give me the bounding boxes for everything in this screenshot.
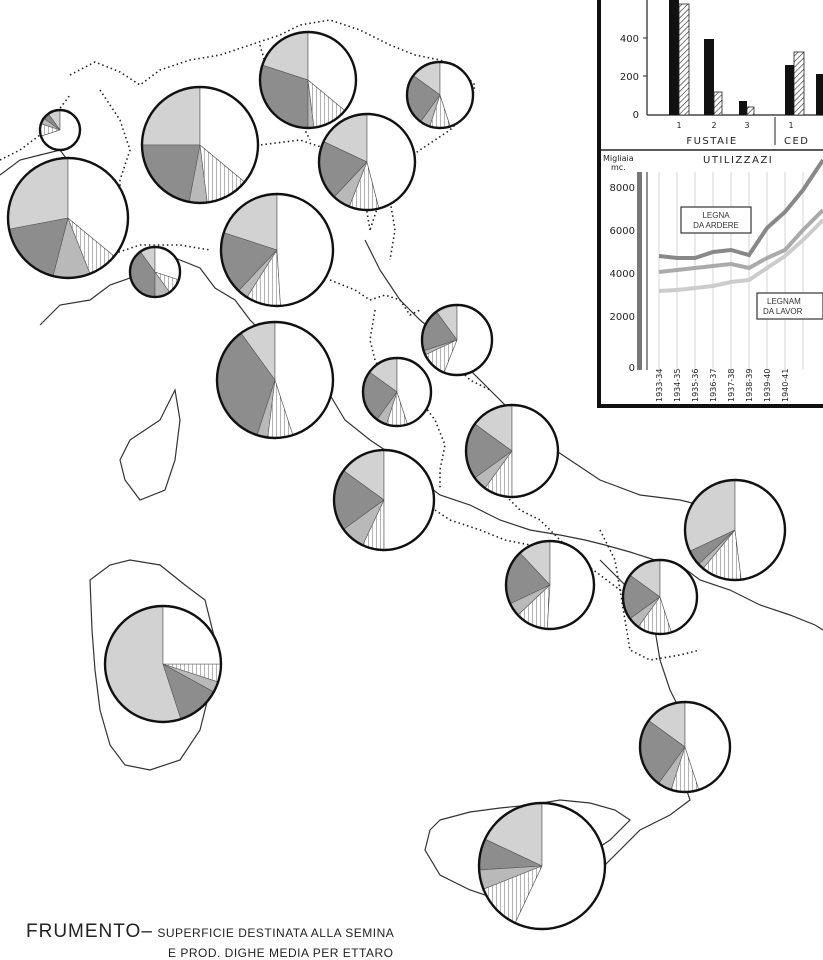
- bar-1-hatch: [678, 3, 690, 116]
- pie-calabria: [638, 700, 732, 794]
- bar-cat-1b: 1: [788, 121, 793, 130]
- label-da-ardere: DA ARDERE: [693, 221, 739, 230]
- line-tick-2000: 2000: [610, 312, 635, 323]
- line-lavoro-b: [658, 218, 823, 293]
- pie-friuli: [405, 60, 475, 130]
- pie-outline: [638, 700, 732, 794]
- line-chart-title: UTILIZZAZI: [703, 155, 773, 166]
- pie-slice: [276, 193, 334, 307]
- bar-tick-0: 0: [633, 110, 639, 121]
- year-label: 1940-41: [781, 369, 790, 402]
- line-tick-6000: 6000: [610, 226, 635, 237]
- pie-outline: [477, 801, 607, 931]
- bar-chart: 400 200 0 1 2 3 1 FUSTAIE CED: [601, 0, 823, 151]
- line-lavoro-a: [658, 208, 823, 274]
- pie-outline: [128, 245, 182, 299]
- map-caption: FRUMENTO– SUPERFICIE DESTINATA ALLA SEMI…: [26, 921, 394, 943]
- line-tick-4000: 4000: [610, 269, 635, 280]
- bar-3-hatch: [746, 106, 755, 116]
- label-da-lavoro: DA LAVOR: [763, 307, 803, 316]
- pie-slice: [511, 404, 559, 498]
- pie-outline: [504, 539, 596, 631]
- pie-outline: [405, 60, 475, 130]
- group-fustaie: FUSTAIE: [686, 136, 737, 147]
- line-tick-8000: 8000: [610, 183, 635, 194]
- pie-outline: [38, 108, 82, 152]
- pie-outline: [103, 604, 223, 724]
- group-cedui: CED: [784, 136, 810, 147]
- pie-slice: [383, 449, 435, 551]
- pie-outline: [361, 356, 433, 428]
- bar-2-hatch: [713, 91, 723, 116]
- year-label: 1935-36: [691, 369, 700, 402]
- bar-4-black: [785, 65, 794, 115]
- pie-outline: [6, 156, 130, 280]
- pie-slice: [734, 479, 786, 580]
- pie-lombardia: [140, 85, 260, 205]
- pie-piemonte: [6, 156, 130, 280]
- bar-cat-2: 2: [711, 121, 716, 130]
- caption-line2: E PROD. DIGHE MEDIA PER ETTARO: [168, 946, 394, 960]
- pie-puglia: [683, 478, 787, 582]
- pie-sardegna: [103, 604, 223, 724]
- unit-migliaia: Migliaia: [603, 154, 634, 163]
- year-label: 1933-34: [655, 369, 664, 402]
- pie-outline: [420, 303, 494, 377]
- pie-abruzzo: [464, 403, 560, 499]
- bar-4-hatch: [793, 51, 805, 116]
- year-label: 1934-35: [673, 369, 682, 402]
- pie-liguria: [128, 245, 182, 299]
- pie-toscana: [215, 320, 335, 440]
- line-tick-0: 0: [629, 363, 635, 374]
- pie-outline: [258, 30, 358, 130]
- line-ardere: [658, 158, 823, 260]
- year-label: 1939-40: [763, 369, 772, 402]
- pie-trentino: [258, 30, 358, 130]
- pie-outline: [332, 448, 436, 552]
- label-legna: LEGNA: [702, 211, 730, 220]
- line-chart: Migliaia mc. UTILIZZAZI 8000 6000 4000 2…: [603, 154, 823, 402]
- pie-veneto: [317, 112, 417, 212]
- pie-sicilia: [477, 801, 607, 931]
- bar-1-black: [669, 0, 679, 115]
- pie-outline: [621, 558, 699, 636]
- year-label: 1936-37: [709, 369, 718, 402]
- pie-campania: [504, 539, 596, 631]
- pie-lazio: [332, 448, 436, 552]
- pie-outline: [140, 85, 260, 205]
- pie-outline: [683, 478, 787, 582]
- pie-slice: [7, 157, 69, 230]
- bar-5-black: [816, 74, 823, 115]
- pie-outline: [464, 403, 560, 499]
- pie-outline: [219, 192, 335, 308]
- bar-cat-1: 1: [676, 121, 681, 130]
- bar-cat-3: 3: [744, 121, 749, 130]
- pie-outline: [317, 112, 417, 212]
- pie-marche: [420, 303, 494, 377]
- caption-title: FRUMENTO: [26, 921, 142, 942]
- bar-2-black: [704, 39, 714, 115]
- pie-slice: [546, 540, 595, 630]
- bar-tick-400: 400: [620, 34, 639, 45]
- pie-charts: [6, 30, 787, 931]
- label-legnami: LEGNAM: [767, 297, 801, 306]
- pie-outline: [215, 320, 335, 440]
- inset-panel: 400 200 0 1 2 3 1 FUSTAIE CED Migliaia m…: [597, 0, 823, 408]
- unit-mc: mc.: [611, 163, 626, 172]
- caption-dash: –: [141, 921, 153, 942]
- year-label: 1937-38: [727, 369, 736, 402]
- caption-line1: SUPERFICIE DESTINATA ALLA SEMINA: [157, 926, 395, 940]
- pie-emilia: [219, 192, 335, 308]
- inset-charts: 400 200 0 1 2 3 1 FUSTAIE CED Migliaia m…: [601, 0, 823, 402]
- bar-3-black: [739, 101, 747, 115]
- year-label: 1938-39: [745, 369, 754, 402]
- pie-aosta: [38, 108, 82, 152]
- pie-lucania: [621, 558, 699, 636]
- bar-tick-200: 200: [620, 72, 639, 83]
- pie-umbria: [361, 356, 433, 428]
